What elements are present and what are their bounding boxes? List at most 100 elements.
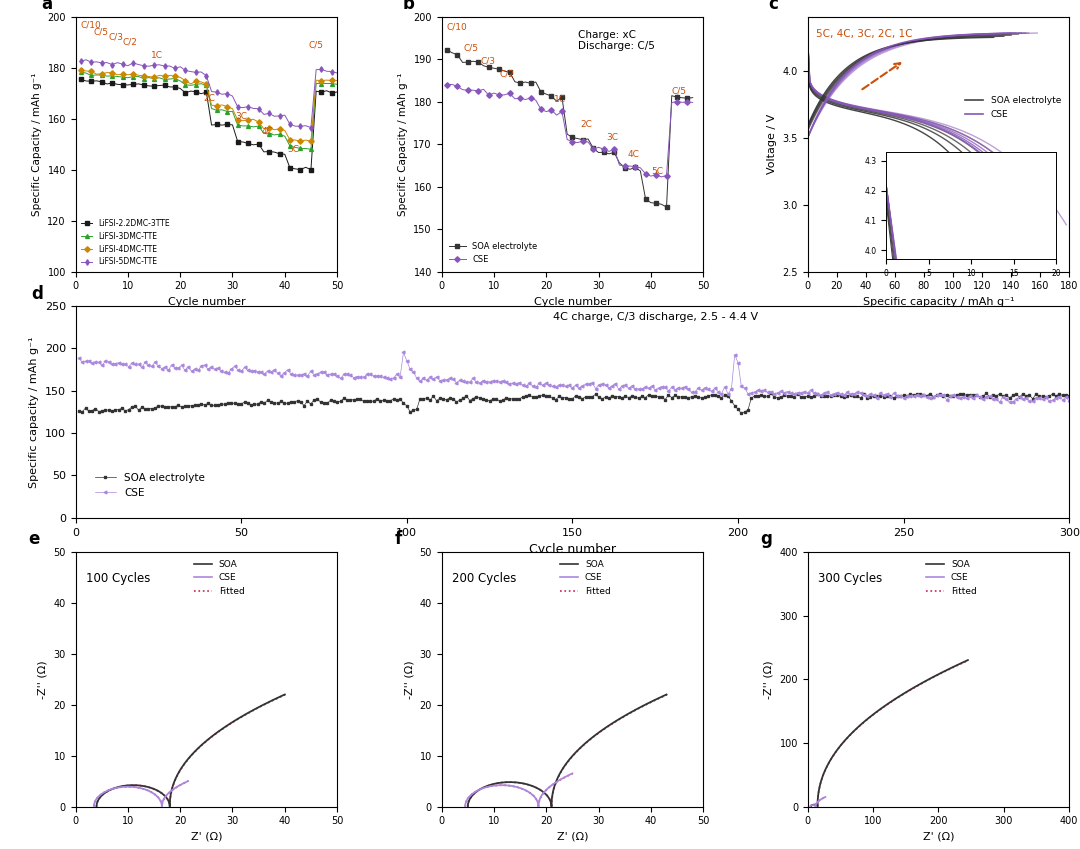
SOA <box>163 801 176 812</box>
SOA electrolyte <box>1063 391 1076 401</box>
X-axis label: Z' (Ω): Z' (Ω) <box>190 832 222 842</box>
LiFSI-4DMC-TTE <box>231 115 244 125</box>
LiFSI-5DMC-TTE <box>163 61 176 71</box>
CSE <box>645 171 658 181</box>
SOA electrolyte <box>545 91 558 101</box>
LiFSI-2.2DMC-3TTE <box>237 137 249 147</box>
SOA electrolyte <box>535 87 548 97</box>
Fitted <box>961 655 974 666</box>
CSE <box>472 86 485 96</box>
LiFSI-3DMC-TTE <box>111 71 124 82</box>
X-axis label: Cycle number: Cycle number <box>529 543 616 556</box>
CSE <box>681 384 694 394</box>
SOA electrolyte <box>914 389 927 399</box>
Y-axis label: -Z'' (Ω): -Z'' (Ω) <box>404 660 414 699</box>
CSE <box>910 391 923 401</box>
CSE <box>566 137 579 147</box>
CSE <box>582 137 595 147</box>
LiFSI-4DMC-TTE <box>90 69 103 79</box>
LiFSI-3DMC-TTE <box>179 80 192 90</box>
LiFSI-3DMC-TTE <box>117 72 130 82</box>
Legend: LiFSI-2.2DMC-3TTE, LiFSI-3DMC-TTE, LiFSI-4DMC-TTE, LiFSI-5DMC-TTE: LiFSI-2.2DMC-3TTE, LiFSI-3DMC-TTE, LiFSI… <box>78 216 173 269</box>
SOA <box>279 689 292 700</box>
CSE <box>503 88 516 98</box>
LiFSI-4DMC-TTE <box>80 66 93 76</box>
SOA electrolyte <box>477 60 490 70</box>
LiFSI-2.2DMC-3TTE <box>85 76 98 87</box>
LiFSI-4DMC-TTE <box>237 115 249 126</box>
LiFSI-3DMC-TTE <box>242 121 255 131</box>
SOA electrolyte <box>456 58 469 68</box>
LiFSI-3DMC-TTE <box>168 73 181 83</box>
Line: LiFSI-3DMC-TTE: LiFSI-3DMC-TTE <box>79 70 339 151</box>
CSE <box>555 106 568 116</box>
Text: C/3: C/3 <box>481 57 496 65</box>
SOA electrolyte <box>686 93 699 103</box>
CSE <box>623 161 636 171</box>
CSE <box>671 97 684 107</box>
LiFSI-3DMC-TTE <box>211 105 224 115</box>
X-axis label: Cycle number: Cycle number <box>167 297 245 307</box>
LiFSI-3DMC-TTE <box>231 120 244 130</box>
SOA electrolyte <box>446 48 459 58</box>
CSE <box>498 90 511 100</box>
Text: C/5: C/5 <box>672 87 687 95</box>
SOA electrolyte <box>665 91 678 101</box>
LiFSI-5DMC-TTE <box>315 65 328 75</box>
Text: 2C: 2C <box>580 121 592 129</box>
Text: b: b <box>403 0 415 14</box>
SOA <box>805 801 818 811</box>
LiFSI-2.2DMC-3TTE <box>189 87 202 97</box>
SOA electrolyte <box>645 198 658 208</box>
CSE <box>563 770 576 780</box>
Text: 100 Cycles: 100 Cycles <box>86 572 150 585</box>
SOA <box>94 791 107 801</box>
CSE <box>487 88 500 98</box>
CSE <box>592 143 605 153</box>
LiFSI-5DMC-TTE <box>100 58 113 68</box>
LiFSI-4DMC-TTE <box>330 76 343 86</box>
Text: g: g <box>760 531 772 548</box>
SOA electrolyte <box>540 89 553 99</box>
CSE <box>519 785 532 796</box>
LiFSI-2.2DMC-3TTE <box>143 81 156 91</box>
LiFSI-4DMC-TTE <box>117 69 130 79</box>
Fitted <box>811 801 824 812</box>
SOA electrolyte <box>676 93 689 103</box>
Text: 1C: 1C <box>554 95 566 104</box>
LiFSI-3DMC-TTE <box>189 80 202 90</box>
LiFSI-2.2DMC-3TTE <box>90 76 103 86</box>
LiFSI-4DMC-TTE <box>106 68 119 78</box>
LiFSI-3DMC-TTE <box>284 141 297 151</box>
Fitted <box>531 784 544 794</box>
CSE <box>804 801 816 812</box>
Text: 2C: 2C <box>204 94 216 103</box>
CSE <box>662 385 675 396</box>
SOA <box>467 790 480 800</box>
LiFSI-3DMC-TTE <box>325 78 338 88</box>
CSE <box>535 104 548 115</box>
CSE <box>571 138 584 148</box>
LiFSI-3DMC-TTE <box>194 79 207 89</box>
LiFSI-5DMC-TTE <box>132 59 145 70</box>
LiFSI-4DMC-TTE <box>179 76 192 86</box>
LiFSI-3DMC-TTE <box>237 121 249 131</box>
LiFSI-4DMC-TTE <box>111 70 124 80</box>
SOA <box>650 694 663 705</box>
Line: CSE: CSE <box>465 773 572 807</box>
LiFSI-4DMC-TTE <box>273 124 286 134</box>
Fitted <box>99 787 112 797</box>
LiFSI-2.2DMC-3TTE <box>268 147 281 157</box>
Legend: SOA, CSE, Fitted: SOA, CSE, Fitted <box>556 556 615 599</box>
LiFSI-2.2DMC-3TTE <box>310 86 323 96</box>
LiFSI-4DMC-TTE <box>226 104 239 114</box>
LiFSI-5DMC-TTE <box>273 110 286 121</box>
Y-axis label: Specific Capacity / mAh g⁻¹: Specific Capacity / mAh g⁻¹ <box>397 73 408 216</box>
LiFSI-2.2DMC-3TTE <box>179 87 192 98</box>
LiFSI-3DMC-TTE <box>100 71 113 82</box>
LiFSI-3DMC-TTE <box>268 130 281 140</box>
LiFSI-2.2DMC-3TTE <box>211 120 224 130</box>
LiFSI-2.2DMC-3TTE <box>174 83 187 93</box>
CSE <box>397 347 410 357</box>
SOA <box>660 689 673 700</box>
